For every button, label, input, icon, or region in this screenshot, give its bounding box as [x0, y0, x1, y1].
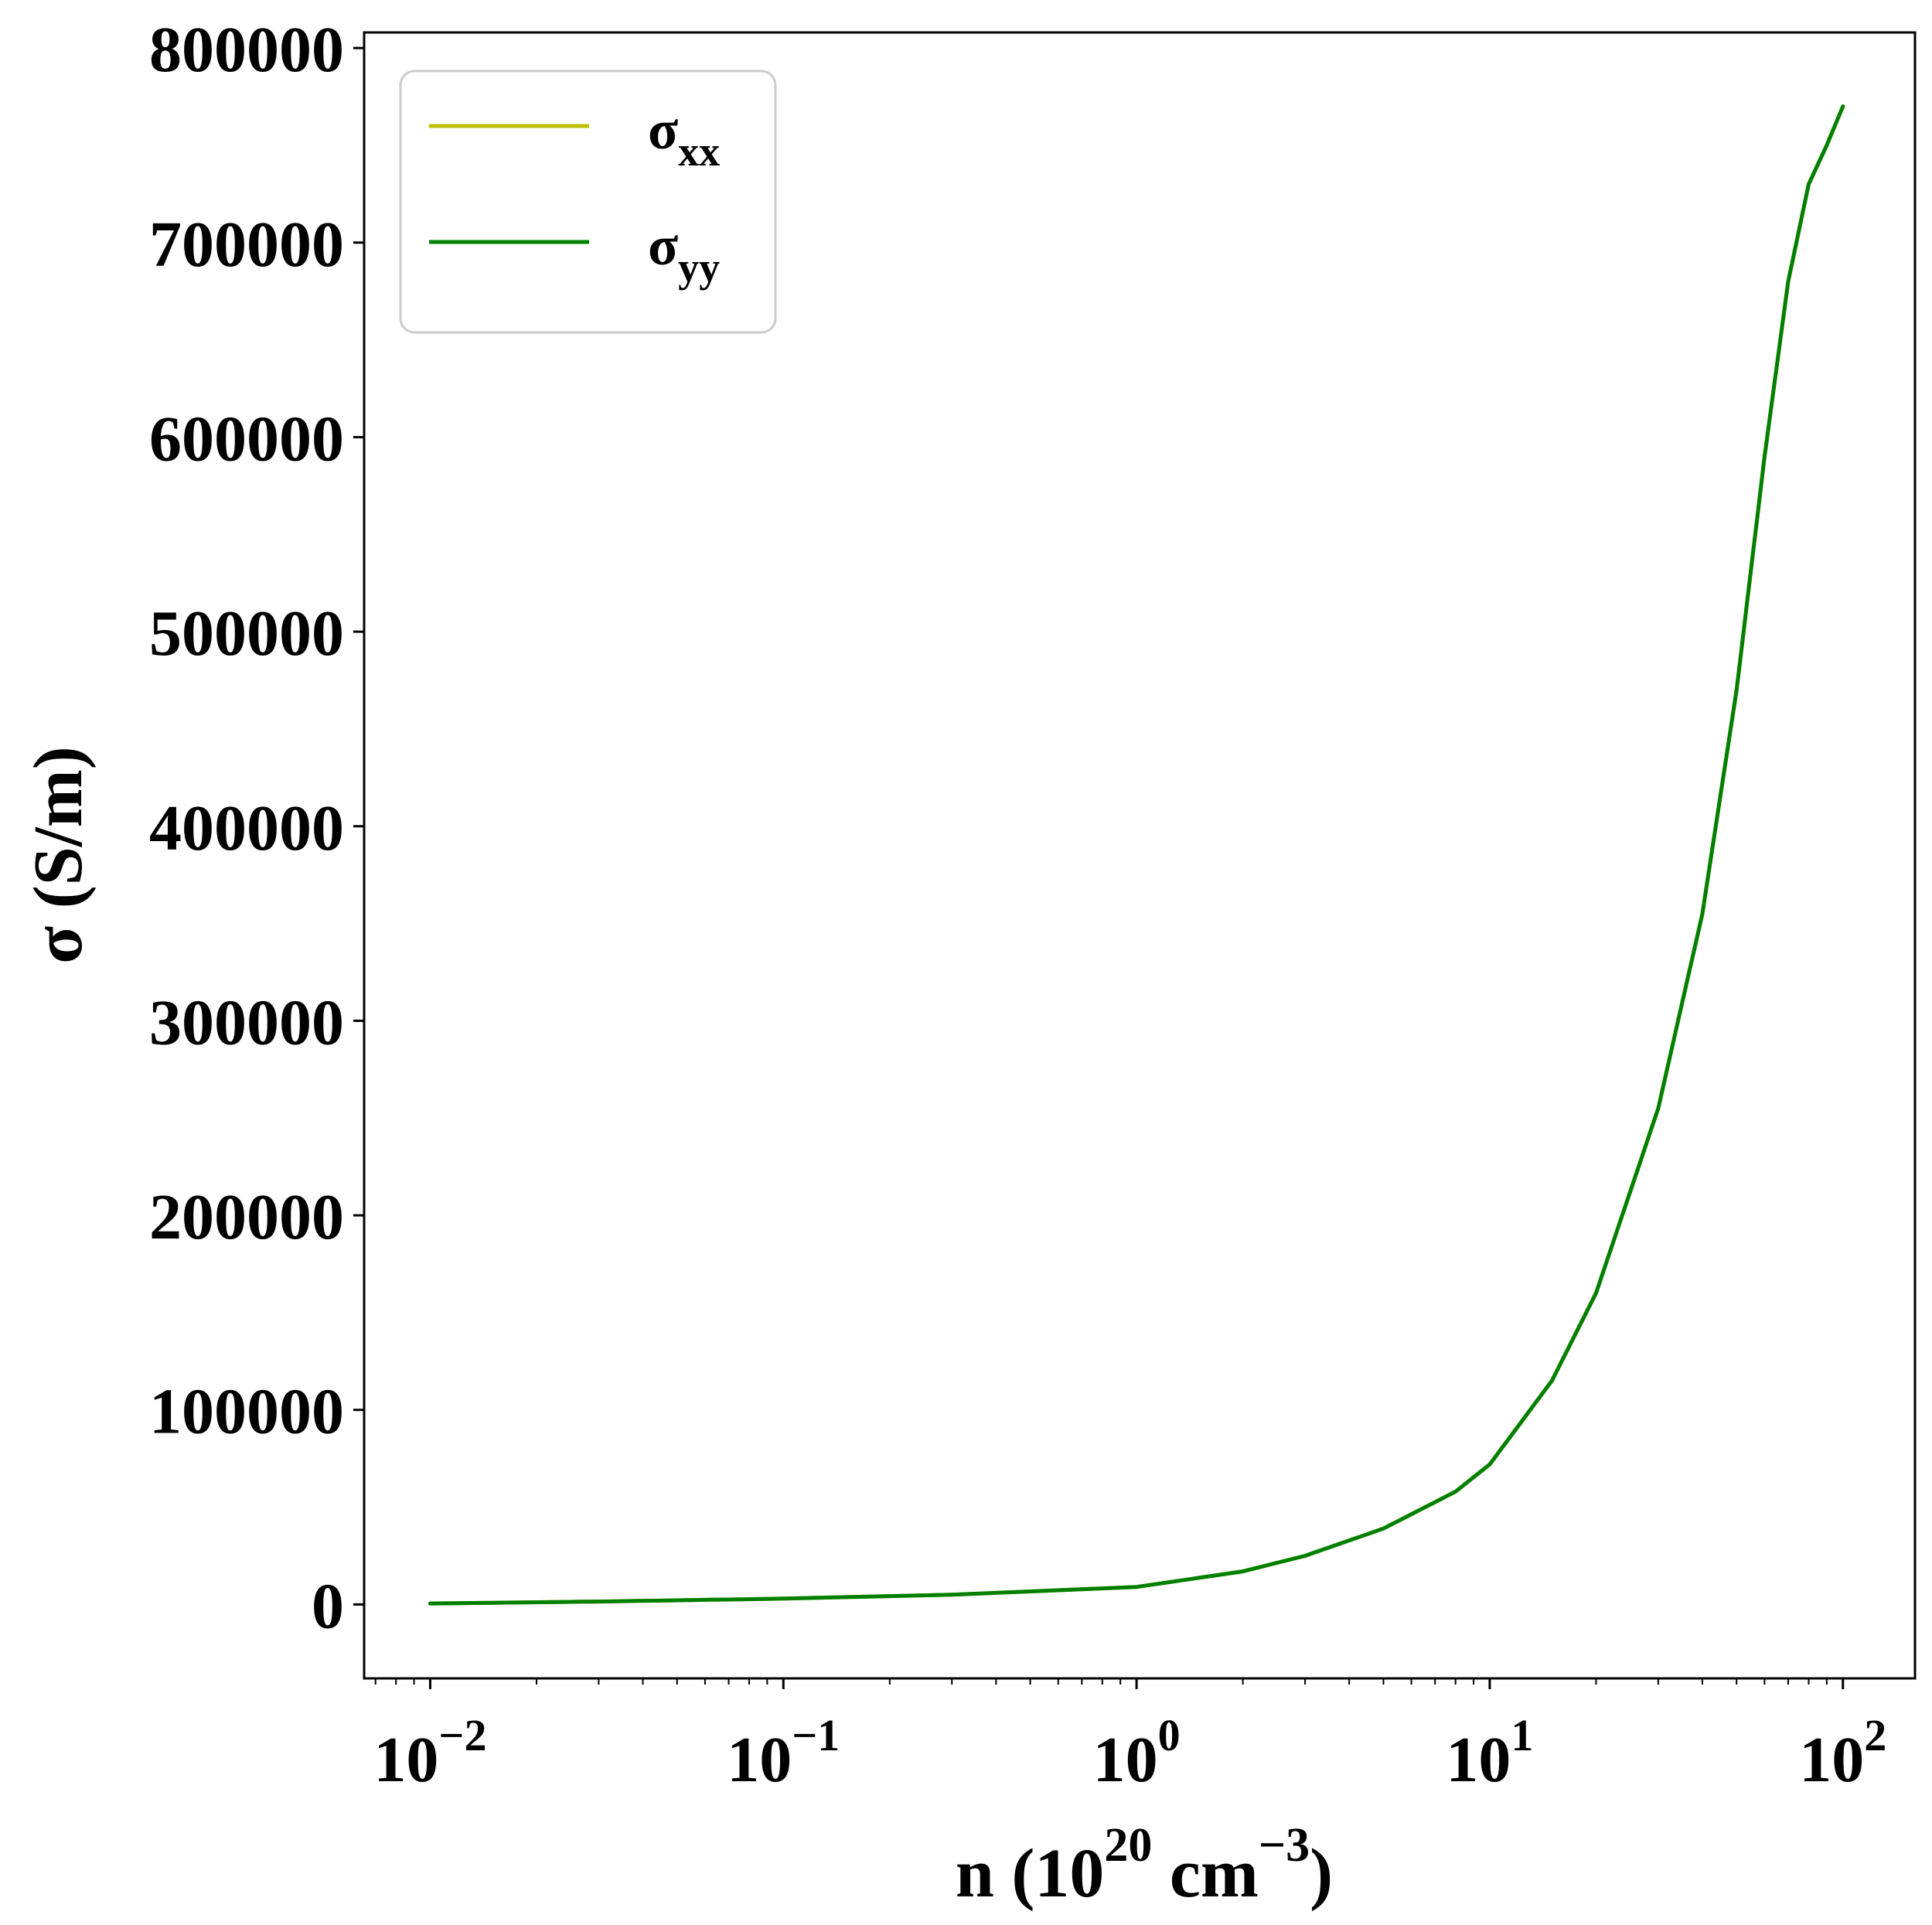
- x-tick-label: 102: [1799, 1710, 1886, 1796]
- x-axis-title-suffix: ): [1310, 1835, 1333, 1912]
- x-axis-title-unit: cm: [1152, 1835, 1258, 1912]
- y-tick-label: 800000: [149, 14, 344, 86]
- legend-label-sigma-yy: σyy: [648, 215, 720, 291]
- y-tick-label: 200000: [149, 1181, 344, 1253]
- series-layer: [428, 104, 1845, 1606]
- x-axis-title: n (1020 cm−3): [956, 1819, 1333, 1912]
- x-axis-title-prefix: n (10: [956, 1835, 1105, 1912]
- y-tick-label: 100000: [149, 1376, 344, 1448]
- y-tick-label: 0: [312, 1570, 344, 1642]
- series-line-yy: [428, 104, 1845, 1606]
- y-tick-label: 500000: [149, 598, 344, 669]
- plot-area: 0 100000 200000 300000 400000 500000 600000 700…: [149, 14, 1917, 1796]
- x-axis-title-exp2: −3: [1259, 1819, 1310, 1872]
- axes-frame: [363, 31, 1917, 1680]
- y-axis-ticks: 0 100000 200000 300000 400000 500000 600000 700…: [149, 14, 364, 1642]
- y-tick-label: 300000: [149, 986, 344, 1058]
- x-axis-title-exp1: 20: [1104, 1819, 1152, 1872]
- legend: σxx σyy: [399, 70, 777, 334]
- legend-label-sigma-xx: σxx: [648, 99, 720, 175]
- y-tick-label: 700000: [149, 209, 344, 281]
- y-tick-label: 400000: [149, 792, 344, 864]
- y-axis-title: σ (S/m): [20, 746, 97, 963]
- legend-box: [399, 70, 777, 334]
- y-tick-label: 600000: [149, 403, 344, 475]
- x-tick-label: 10−1: [727, 1710, 840, 1796]
- x-tick-label: 101: [1446, 1710, 1533, 1796]
- x-tick-label: 10−2: [373, 1710, 486, 1796]
- x-axis-ticks: 10−2 10−1 100 101 102: [373, 1678, 1886, 1796]
- x-tick-label: 100: [1093, 1710, 1181, 1796]
